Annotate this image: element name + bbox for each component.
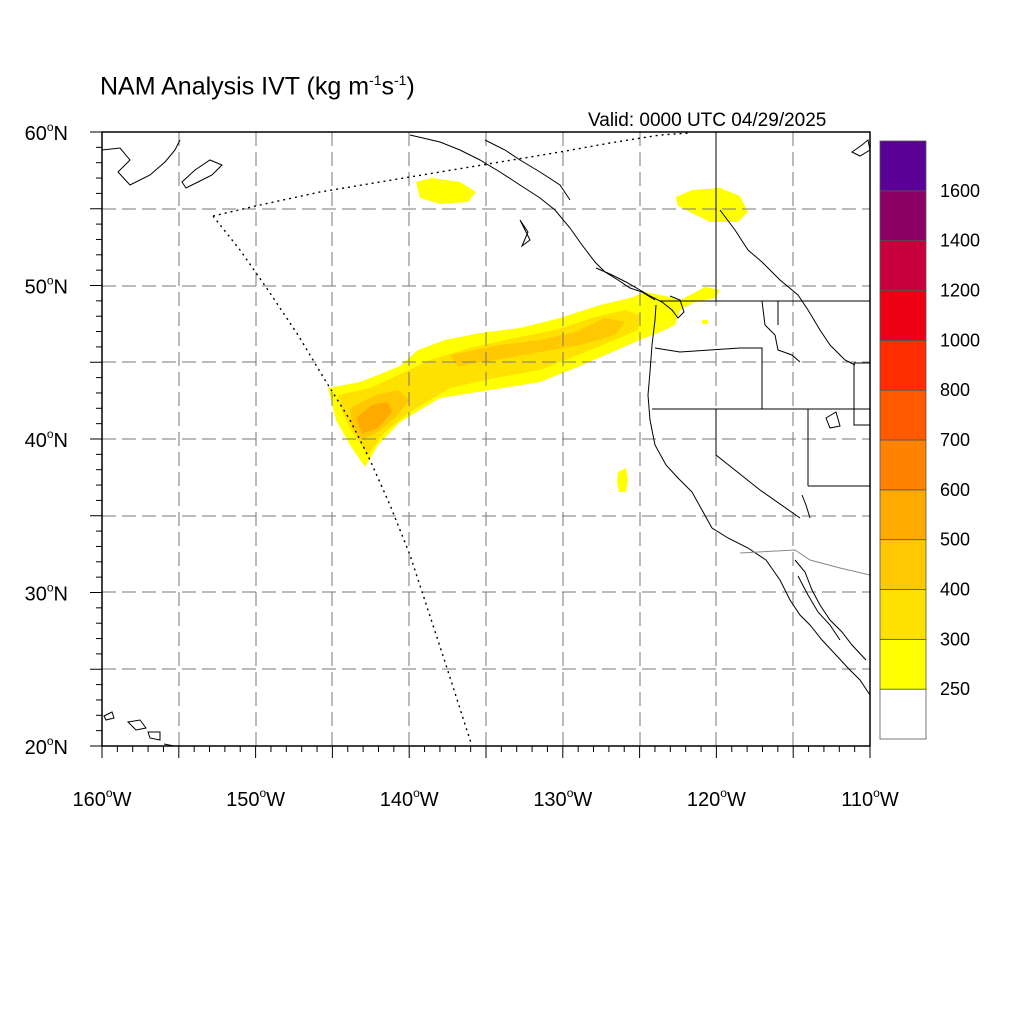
colorbar-label: 1000 <box>940 330 980 350</box>
y-tick-label: 50oN <box>25 274 68 299</box>
colorbar-label: 800 <box>940 380 970 400</box>
colorbar-label: 500 <box>940 530 970 550</box>
colorbar-label: 300 <box>940 629 970 649</box>
domain-boundary <box>212 132 691 747</box>
x-axis-labels: 160oW 150oW 140oW 130oW 120oW 110oW <box>73 786 899 811</box>
colorbar-label: 1200 <box>940 281 980 301</box>
colorbar-swatch <box>879 140 927 192</box>
colorbar-swatch <box>879 439 927 491</box>
colorbar-swatch <box>879 240 927 291</box>
colorbar-swatch <box>879 589 927 640</box>
ivt-plume-400b <box>450 318 625 366</box>
y-tick-label: 40oN <box>25 427 68 452</box>
x-tick-label: 150oW <box>226 786 285 811</box>
axis-ticks <box>90 131 871 758</box>
colorbar: 250 300 400 500 600 700 800 1000 1200 1400 1600 <box>879 140 980 740</box>
colorbar-swatch <box>879 489 927 541</box>
ivt-plume-250 <box>328 287 720 467</box>
y-tick-label: 20oN <box>25 734 68 759</box>
colorbar-swatch <box>879 290 927 341</box>
colorbar-label: 600 <box>940 480 970 500</box>
colorbar-label: 1400 <box>940 231 980 251</box>
map-title: NAM Analysis IVT (kg m-1s-1) <box>100 72 415 101</box>
valid-time-label: Valid: 0000 UTC 04/29/2025 <box>588 110 827 131</box>
colorbar-swatch <box>879 638 927 690</box>
x-tick-label: 140oW <box>380 786 439 811</box>
colorbar-label: 700 <box>940 430 970 450</box>
colorbar-label: 250 <box>940 679 970 699</box>
ivt-patch-bc <box>676 188 748 222</box>
y-axis-labels: 60oN 50oN 40oN 30oN 20oN <box>25 120 68 759</box>
colorbar-swatch <box>879 688 927 740</box>
y-tick-label: 30oN <box>25 581 68 606</box>
x-tick-label: 110oW <box>841 786 899 811</box>
political-borders <box>484 132 870 576</box>
x-tick-label: 160oW <box>73 786 132 811</box>
ivt-patch-north <box>416 178 476 204</box>
y-tick-label: 60oN <box>25 120 68 145</box>
ivt-field <box>328 178 748 492</box>
colorbar-label: 400 <box>940 580 970 600</box>
ivt-patch-small <box>702 320 708 324</box>
colorbar-swatch <box>879 190 927 242</box>
colorbar-swatch <box>879 339 927 391</box>
colorbar-label: 1600 <box>940 181 980 201</box>
map-grid <box>102 132 870 746</box>
ivt-plume-500 <box>356 402 392 434</box>
colorbar-swatch <box>879 389 927 441</box>
coastlines <box>102 134 870 746</box>
colorbar-swatch <box>879 539 927 590</box>
ivt-patch-south <box>617 468 628 492</box>
x-tick-label: 120oW <box>687 786 746 811</box>
x-tick-label: 130oW <box>533 786 592 811</box>
